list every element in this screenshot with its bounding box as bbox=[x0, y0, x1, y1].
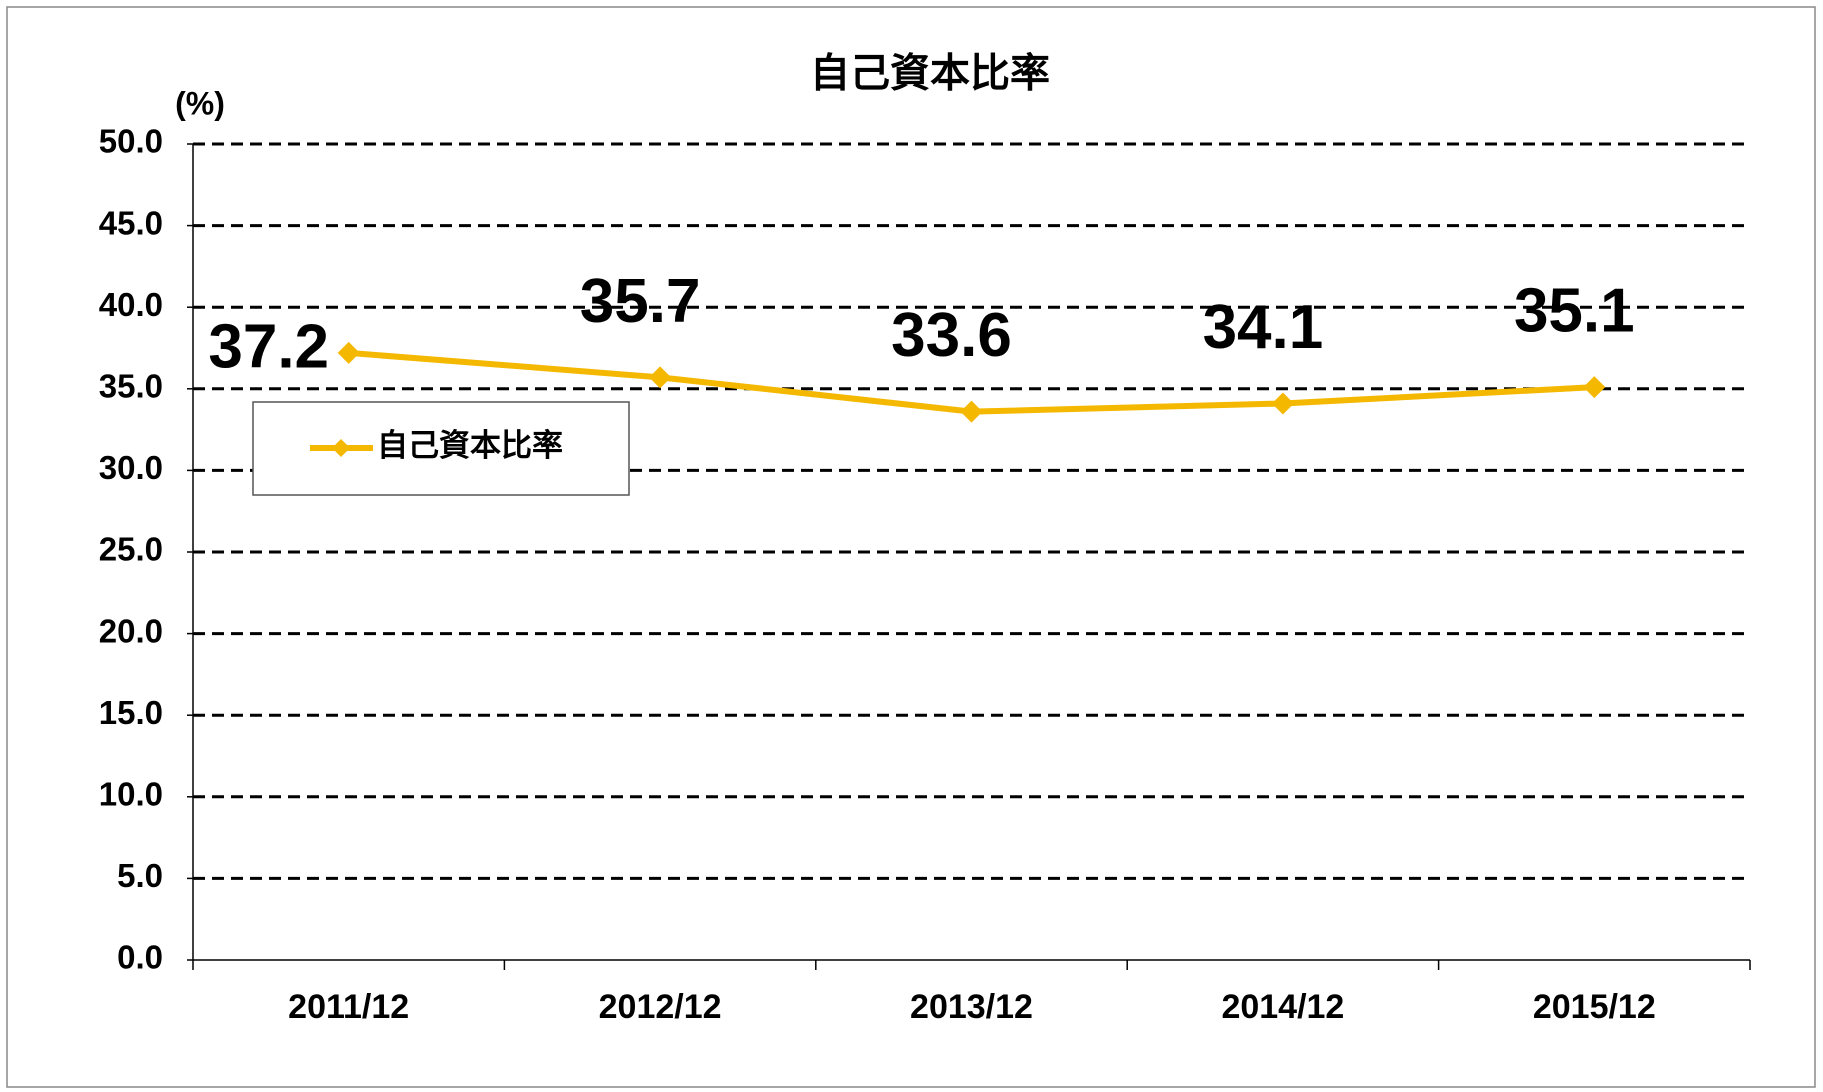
y-axis-label: (%) bbox=[175, 85, 225, 121]
x-tick-label: 2015/12 bbox=[1533, 988, 1656, 1026]
y-tick-label: 10.0 bbox=[99, 776, 163, 813]
y-tick-label: 25.0 bbox=[99, 531, 163, 568]
y-tick-label: 40.0 bbox=[99, 286, 163, 323]
data-point bbox=[960, 400, 983, 423]
data-point bbox=[649, 366, 672, 389]
legend-label: 自己資本比率 bbox=[377, 428, 563, 463]
data-point bbox=[1583, 376, 1606, 399]
y-tick-label: 50.0 bbox=[99, 123, 163, 160]
data-label: 33.6 bbox=[891, 301, 1012, 370]
data-point bbox=[337, 341, 360, 364]
y-tick-label: 20.0 bbox=[99, 612, 163, 649]
y-tick-label: 30.0 bbox=[99, 449, 163, 486]
legend-marker bbox=[332, 439, 350, 457]
x-tick-label: 2013/12 bbox=[910, 988, 1033, 1026]
y-tick-label: 15.0 bbox=[99, 694, 163, 731]
x-tick-label: 2014/12 bbox=[1221, 988, 1344, 1026]
data-point bbox=[1271, 392, 1294, 415]
y-tick-label: 0.0 bbox=[117, 939, 163, 976]
y-tick-label: 5.0 bbox=[117, 857, 163, 894]
y-tick-label: 45.0 bbox=[99, 204, 163, 241]
chart-title: 自己資本比率 bbox=[810, 52, 1050, 96]
chart-frame bbox=[6, 6, 1816, 1088]
data-label: 34.1 bbox=[1203, 293, 1324, 362]
x-tick-label: 2012/12 bbox=[599, 988, 722, 1026]
x-tick-label: 2011/12 bbox=[288, 988, 409, 1026]
data-label: 35.7 bbox=[580, 267, 701, 336]
y-tick-label: 35.0 bbox=[99, 368, 163, 405]
data-label: 35.1 bbox=[1514, 277, 1635, 346]
data-label: 37.2 bbox=[208, 312, 329, 381]
